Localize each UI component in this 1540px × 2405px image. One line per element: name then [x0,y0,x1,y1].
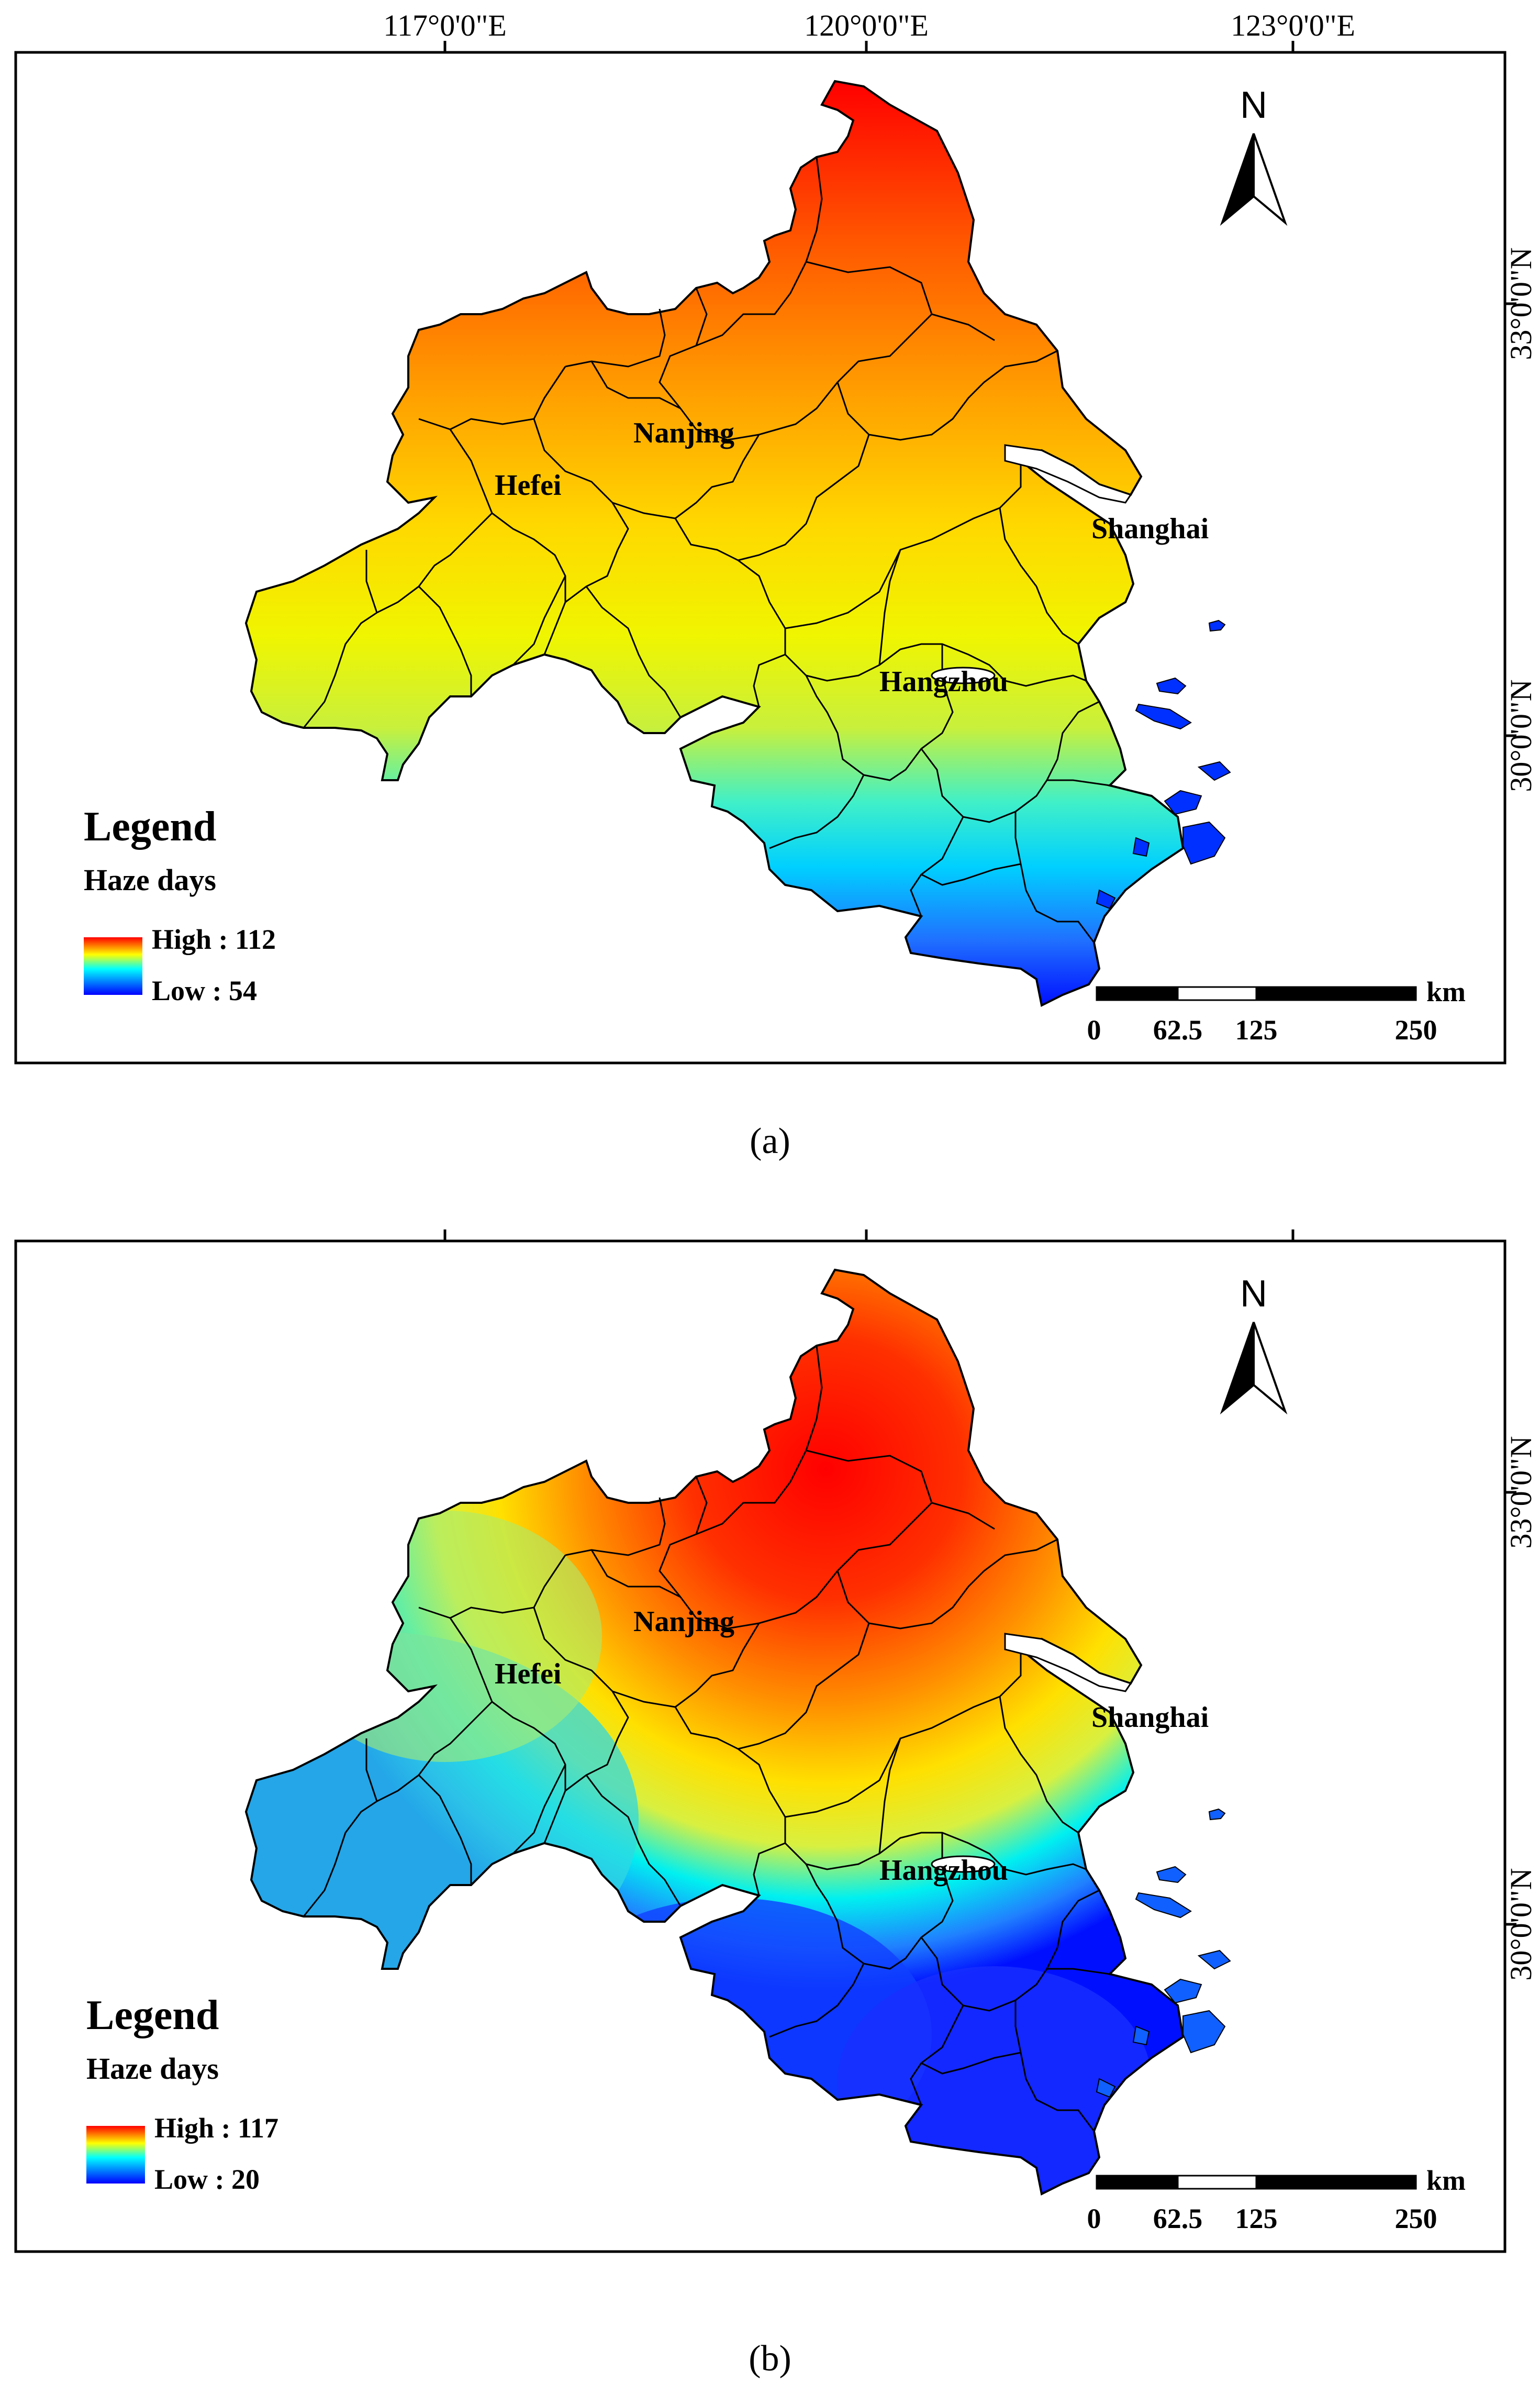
lon-label: 123°0'0"E [1231,8,1355,42]
legend-subtitle: Haze days [84,863,216,897]
hangzhou-bay [931,1855,996,1873]
city-label-nanjing: Nanjing [633,417,734,449]
city-label-hefei: Hefei [495,1658,561,1690]
yangtze-estuary [1004,444,1132,504]
scale-tick: 125 [1235,2203,1278,2234]
legend-color-ramp [84,937,142,995]
svg-text:N: N [1240,1273,1267,1315]
legend-low: Low : 20 [154,2164,260,2195]
legend: Legend Haze days High : 117 Low : 20 [86,1992,278,2195]
lat-label: 30°0'0"N [1504,679,1538,792]
north-arrow-icon: N [1220,84,1288,226]
scale-tick: 62.5 [1153,2203,1203,2234]
scale-tick: 250 [1395,2203,1437,2234]
legend-title: Legend [84,804,216,850]
legend: Legend Haze days High : 112 Low : 54 [84,804,276,1006]
scale-unit: km [1426,976,1466,1007]
caption-b: (b) [749,2338,791,2379]
legend-color-ramp [86,2126,145,2184]
scale-tick: 125 [1235,1014,1278,1046]
lat-label: 30°0'0"N [1504,1868,1538,1980]
district-boundaries [303,157,1110,943]
legend-subtitle: Haze days [86,2052,219,2086]
lat-label: 33°0'0"N [1504,247,1538,360]
city-label-hefei: Hefei [495,469,561,502]
islands [1096,619,1231,910]
scale-tick: 250 [1395,1014,1437,1046]
region-shape [244,80,1185,1007]
lon-label: 117°0'0"E [383,8,507,42]
city-label-shanghai: Shanghai [1091,1701,1209,1734]
scale-unit: km [1426,2165,1466,2196]
city-label-hangzhou: Hangzhou [879,666,1008,698]
map-panel-a: 117°0'0"E 120°0'0"E 123°0'0"E 33°0'0"N 3… [14,8,1538,1065]
yangtze-estuary [1004,1633,1132,1692]
scale-tick: 0 [1087,1014,1101,1046]
islands [1096,1808,1231,2098]
north-arrow-icon: N [1220,1273,1288,1415]
legend-high: High : 117 [154,2112,278,2144]
scale-bar: km 0 62.5 125 250 [1087,2165,1466,2234]
map-panel-b: 117°0'0"E 120°0'0"E 123°0'0"E 33°0'0"N 3… [14,1217,1538,2253]
scale-bar: km 0 62.5 125 250 [1087,976,1466,1046]
caption-a: (a) [750,1121,790,1161]
city-label-shanghai: Shanghai [1091,513,1209,545]
legend-low: Low : 54 [152,975,257,1006]
scale-tick: 62.5 [1153,1014,1203,1046]
city-label-nanjing: Nanjing [633,1605,734,1638]
lon-label: 123°0'0"E [1231,1217,1355,1222]
lon-label: 120°0'0"E [804,8,929,42]
svg-text:N: N [1240,84,1267,126]
hangzhou-bay [931,667,996,684]
legend-title: Legend [86,1992,219,2038]
lon-label: 120°0'0"E [804,1217,929,1222]
lat-label: 33°0'0"N [1504,1436,1538,1548]
scale-tick: 0 [1087,2203,1101,2234]
city-label-hangzhou: Hangzhou [879,1854,1008,1887]
lon-label: 117°0'0"E [383,1217,507,1222]
legend-high: High : 112 [152,924,276,955]
district-boundaries [303,1345,1110,2132]
